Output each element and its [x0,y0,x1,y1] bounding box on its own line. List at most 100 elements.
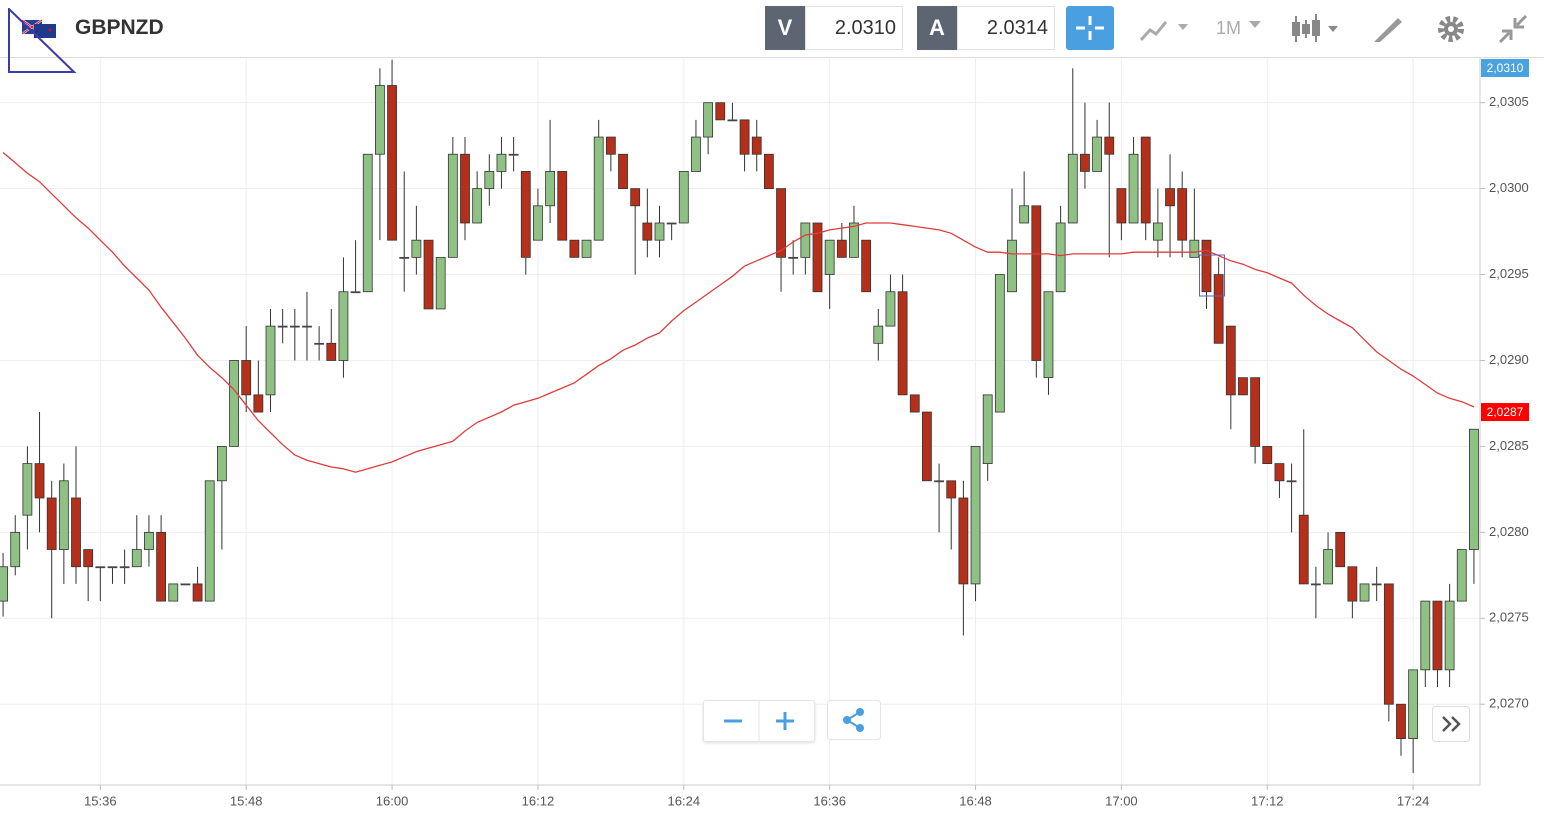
symbol: GBPNZD [75,16,164,39]
price-tag [1481,59,1529,77]
crosshair-button[interactable] [1066,6,1114,50]
candle-body [666,222,677,225]
candle-body [1444,600,1455,671]
candle-body [654,222,665,241]
y-tick-label: 2,0295 [1489,266,1529,281]
candle-button[interactable] [1290,12,1346,46]
candle-body [435,256,446,310]
candle-body [423,239,434,310]
candle-body [1383,583,1394,705]
candle-body [776,188,786,258]
y-tick-label: 2,0300 [1489,180,1529,195]
candle-body [447,153,458,258]
x-tick-label: 16:00 [376,793,409,808]
candle-body [861,239,872,293]
candle-body [34,463,45,499]
timeframe[interactable]: 1M [1216,18,1242,38]
candle-body [1043,291,1054,379]
candle-body [812,222,823,293]
candle-body [1152,222,1163,241]
draw-button[interactable] [1372,14,1404,46]
candle-body [1140,136,1151,224]
candle-body [545,171,555,207]
candle-body [119,566,130,569]
candle-body [192,583,203,602]
candle-body [520,171,531,258]
candle-body [715,102,726,121]
share-button[interactable] [827,700,881,740]
candle-body [970,446,981,585]
candle-body [83,549,94,568]
candle-body [58,480,69,550]
candle-body [691,136,701,172]
candle-body [1359,583,1370,602]
candle-body [593,136,604,241]
candle-body [1031,205,1042,361]
candle-body [253,394,264,413]
x-tick-label: 16:12 [522,793,555,808]
candle-body [1456,549,1467,602]
scroll-end-button[interactable] [1432,706,1470,742]
candle-body [508,153,519,156]
candle-body [46,497,57,550]
settings-button[interactable] [1436,14,1466,44]
zoom-controls [703,700,815,742]
candle-body [849,222,859,258]
candle-body [1408,669,1419,739]
candle-body [1128,153,1139,224]
y-tick-label: 2,0285 [1489,438,1529,453]
x-tick-label: 16:24 [668,793,701,808]
price-tag [1481,403,1529,422]
x-tick-label: 17:12 [1251,793,1284,808]
x-tick-label: 17:00 [1105,793,1138,808]
candle-body [1007,239,1017,293]
candle-body [1177,188,1188,241]
candle-body [1104,136,1115,155]
candle-body [873,325,884,344]
candle-body [460,153,470,224]
timeframe-caret [1249,21,1261,28]
candle-body [1432,600,1443,671]
y-tick-label: 2,0275 [1489,610,1529,625]
zoom-icons [724,701,794,741]
candle-body [1323,549,1333,585]
candle-body [1201,239,1212,293]
y-tick-label: 2,0290 [1489,352,1529,367]
candle-body [763,153,774,190]
candle-body [1310,583,1321,586]
candle-body [362,153,373,293]
candle-body [1165,188,1175,207]
candle-body [1298,514,1309,585]
candle-body [1116,188,1127,224]
chart-type-button[interactable] [1138,14,1194,44]
candle-body [314,342,325,345]
candle-body [1347,566,1358,602]
candle-body [216,446,227,482]
candle-body [375,85,385,155]
y-tick-label: 2,0270 [1489,696,1529,711]
candle-body [1055,222,1066,293]
candle-body [302,325,312,328]
candle-body [1080,153,1090,172]
candle-body [557,171,568,241]
x-tick-label: 16:36 [813,793,846,808]
candle-body [1469,428,1479,550]
candle-body [642,222,653,241]
candle-body [399,256,410,259]
candle-body [1286,480,1297,483]
collapse-button[interactable] [1498,14,1528,44]
candle-body [411,239,422,258]
candle-body [338,291,349,361]
ask-badge: A [917,6,957,50]
bid-badge: V [765,6,805,50]
candle-body [605,136,616,155]
hover-box [1198,254,1225,297]
candle-body [1213,274,1224,344]
candle-body [1420,600,1431,671]
candle-body [703,102,714,138]
candle-body [326,342,337,361]
candle-body [472,188,483,224]
candle-body [751,136,762,155]
candle-body [824,239,835,275]
candle-body [1250,377,1261,447]
